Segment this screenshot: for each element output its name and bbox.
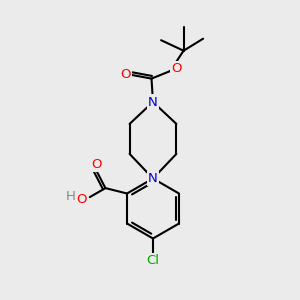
- Text: N: N: [148, 172, 158, 185]
- Text: Cl: Cl: [146, 254, 160, 267]
- Text: O: O: [91, 158, 102, 171]
- Text: O: O: [76, 193, 87, 206]
- Text: O: O: [171, 61, 181, 75]
- Text: O: O: [120, 68, 130, 81]
- Text: N: N: [148, 95, 158, 109]
- Text: H: H: [65, 190, 75, 203]
